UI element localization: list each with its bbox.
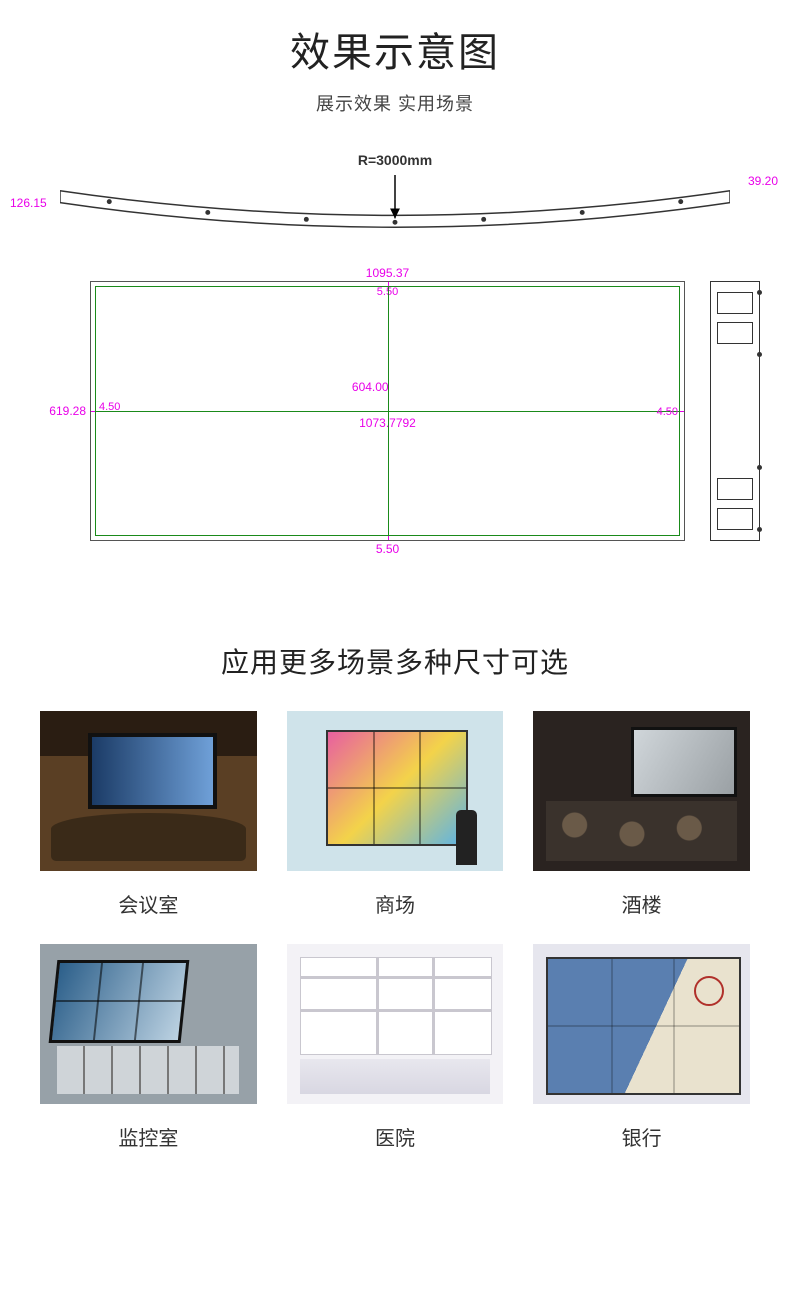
thumb-restaurant bbox=[533, 711, 750, 871]
thumb-control bbox=[40, 944, 257, 1104]
front-bottom-gap: 5.50 bbox=[376, 542, 399, 556]
side-dot bbox=[757, 290, 762, 295]
front-left-gap: 4.50 bbox=[99, 401, 120, 413]
thumb-conference bbox=[40, 711, 257, 871]
front-right-gap: 4.50 bbox=[657, 406, 678, 418]
side-slot bbox=[717, 508, 753, 530]
front-outer-width: 1095.37 bbox=[366, 266, 409, 280]
card-label: 会议室 bbox=[40, 889, 257, 918]
front-inner-width: 1073.7792 bbox=[359, 416, 416, 430]
side-view bbox=[710, 281, 760, 541]
side-slot bbox=[717, 292, 753, 314]
curve-radius-label: R=3000mm bbox=[358, 152, 432, 168]
front-panel-height: 604.00 bbox=[352, 380, 389, 394]
front-total-height: 619.28 bbox=[30, 281, 90, 541]
card-label: 医院 bbox=[287, 1122, 504, 1151]
inner-v-split bbox=[388, 287, 389, 535]
thumb-hospital bbox=[287, 944, 504, 1104]
catalog-card: 会议室 bbox=[40, 711, 257, 918]
side-dot bbox=[757, 352, 762, 357]
card-label: 银行 bbox=[533, 1122, 750, 1151]
card-label: 酒楼 bbox=[533, 889, 750, 918]
page-title: 效果示意图 bbox=[0, 20, 790, 78]
diagram-section: R=3000mm 126.15 39.20 619.28 1095.3 bbox=[0, 126, 790, 571]
catalog-card: 酒楼 bbox=[533, 711, 750, 918]
curve-left-height: 126.15 bbox=[10, 196, 47, 210]
catalog-card: 医院 bbox=[287, 944, 504, 1151]
side-dot bbox=[757, 527, 762, 532]
curve-right-height: 39.20 bbox=[748, 174, 778, 188]
side-dot bbox=[757, 465, 762, 470]
curve-svg bbox=[60, 166, 730, 251]
card-label: 商场 bbox=[287, 889, 504, 918]
front-inner-panel bbox=[95, 286, 680, 536]
catalog-title: 应用更多场景多种尺寸可选 bbox=[0, 571, 790, 711]
page-subtitle: 展示效果 实用场景 bbox=[0, 90, 790, 116]
catalog-card: 银行 bbox=[533, 944, 750, 1151]
catalog-grid: 会议室 商场 酒楼 监控室 医院 银行 bbox=[0, 711, 790, 1181]
side-slot bbox=[717, 478, 753, 500]
catalog-card: 监控室 bbox=[40, 944, 257, 1151]
page-header: 效果示意图 展示效果 实用场景 bbox=[0, 0, 790, 126]
thumb-bank bbox=[533, 944, 750, 1104]
card-label: 监控室 bbox=[40, 1122, 257, 1151]
front-row: 619.28 1095.37 5.50 604.00 1073.7792 4.5… bbox=[30, 281, 760, 541]
front-view: 1095.37 5.50 604.00 1073.7792 4.50 4.50 … bbox=[90, 281, 685, 541]
thumb-mall bbox=[287, 711, 504, 871]
side-slot bbox=[717, 322, 753, 344]
curve-top-view: R=3000mm 126.15 39.20 bbox=[60, 166, 730, 251]
catalog-card: 商场 bbox=[287, 711, 504, 918]
